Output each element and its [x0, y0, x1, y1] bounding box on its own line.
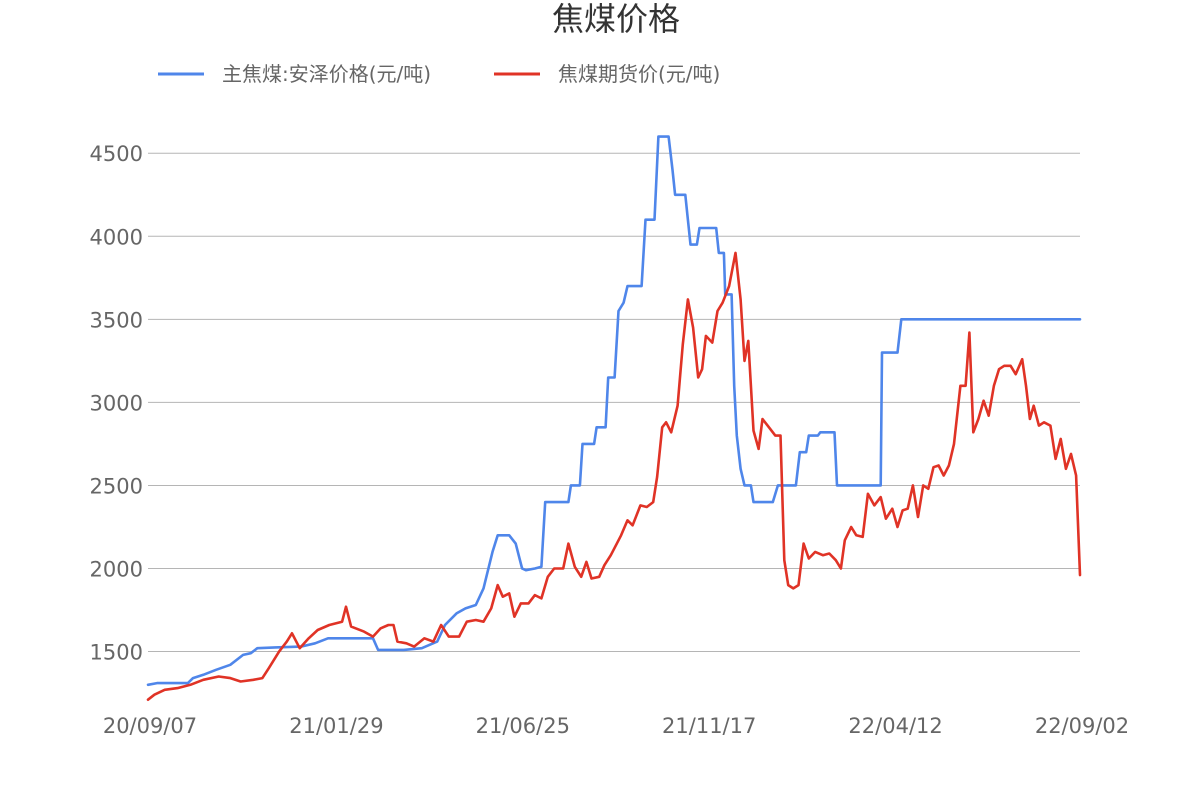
x-tick-label-3: 21/11/17 [662, 714, 756, 738]
chart-title: 焦煤价格 [551, 0, 680, 38]
y-tick-label-2500: 2500 [90, 474, 143, 498]
x-tick-label-0: 20/09/07 [103, 714, 197, 738]
legend: 主焦煤:安泽价格(元/吨) 焦煤期货价(元/吨) [158, 62, 720, 86]
y-tick-label-3500: 3500 [90, 308, 143, 332]
y-tick-label-4000: 4000 [90, 225, 143, 249]
x-tick-label-2: 21/06/25 [476, 714, 570, 738]
x-tick-label-5: 22/09/02 [1035, 714, 1129, 738]
series-line-0 [146, 135, 1082, 687]
y-tick-label-1500: 1500 [90, 641, 143, 665]
y-axis: 1500 2000 2500 3000 3500 4000 4500 [90, 142, 143, 664]
x-axis: 20/09/07 21/01/29 21/06/25 21/11/17 22/04/12… [103, 714, 1129, 738]
grid-lines [148, 152, 1080, 653]
legend-label-futures: 焦煤期货价(元/吨) [558, 62, 720, 86]
series-line-1 [146, 251, 1082, 701]
x-tick-label-4: 22/04/12 [848, 714, 942, 738]
y-tick-label-3000: 3000 [90, 391, 143, 415]
x-tick-label-1: 21/01/29 [289, 714, 383, 738]
legend-label-anze: 主焦煤:安泽价格(元/吨) [222, 62, 431, 86]
y-tick-label-2000: 2000 [90, 558, 143, 582]
plot-area [146, 135, 1082, 701]
y-tick-label-4500: 4500 [90, 142, 143, 166]
